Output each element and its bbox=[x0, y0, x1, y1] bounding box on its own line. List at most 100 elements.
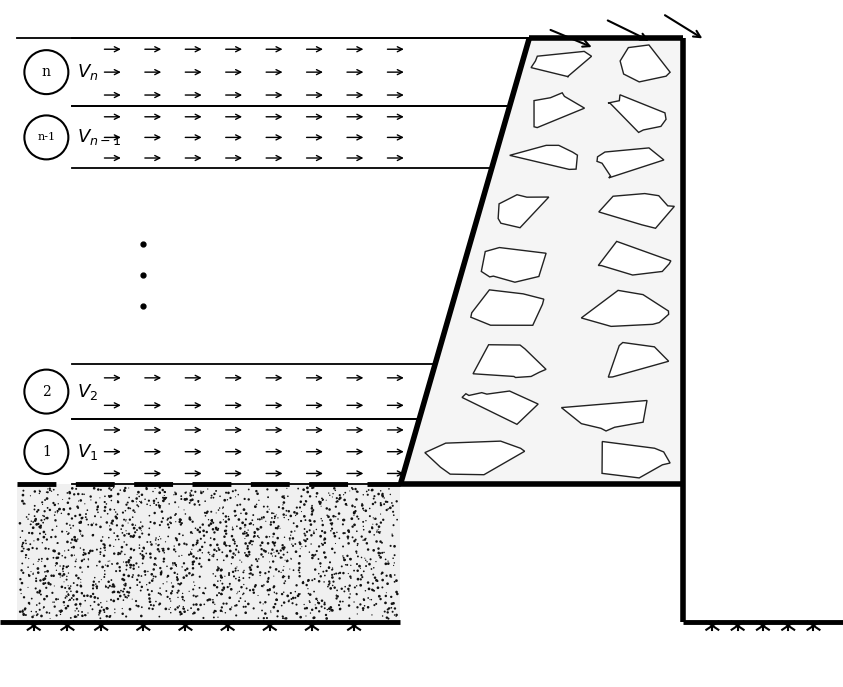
Point bbox=[138, 494, 152, 505]
Point bbox=[68, 605, 82, 616]
Point bbox=[330, 568, 343, 579]
Point bbox=[357, 600, 371, 611]
Point bbox=[86, 545, 99, 556]
Point bbox=[208, 605, 222, 616]
Point bbox=[160, 572, 174, 583]
Point bbox=[386, 530, 400, 541]
Point bbox=[120, 515, 133, 526]
Point bbox=[234, 593, 247, 604]
Point bbox=[47, 484, 61, 495]
Point bbox=[339, 559, 352, 570]
Point bbox=[346, 501, 359, 512]
Point bbox=[13, 584, 27, 595]
Point bbox=[126, 570, 140, 581]
Point bbox=[201, 547, 215, 558]
Point bbox=[327, 576, 341, 587]
Point bbox=[307, 528, 320, 539]
Point bbox=[105, 559, 119, 570]
Point bbox=[56, 550, 69, 561]
Point bbox=[251, 561, 265, 572]
Point bbox=[141, 499, 154, 510]
Point bbox=[256, 552, 270, 563]
Point bbox=[98, 539, 111, 550]
Point bbox=[92, 599, 105, 610]
Point bbox=[221, 540, 234, 551]
Point bbox=[271, 605, 285, 616]
Point bbox=[349, 534, 362, 545]
Point bbox=[137, 543, 151, 554]
Point bbox=[34, 520, 47, 531]
Point bbox=[255, 537, 269, 548]
Point bbox=[325, 602, 338, 613]
Point bbox=[64, 586, 78, 597]
Point bbox=[15, 558, 29, 569]
Point bbox=[204, 518, 217, 529]
Point bbox=[338, 554, 352, 565]
Point bbox=[147, 573, 160, 584]
Point bbox=[184, 547, 197, 558]
Point bbox=[190, 539, 203, 550]
Point bbox=[161, 570, 175, 581]
Point bbox=[17, 498, 30, 509]
Point bbox=[171, 602, 185, 613]
Point bbox=[249, 580, 262, 591]
Point bbox=[185, 548, 198, 559]
Point bbox=[261, 538, 275, 549]
Point bbox=[238, 521, 251, 532]
Point bbox=[38, 567, 51, 578]
Point bbox=[367, 513, 380, 523]
Point bbox=[120, 564, 133, 575]
Point bbox=[216, 606, 229, 617]
Point bbox=[175, 491, 188, 502]
Point bbox=[131, 580, 144, 591]
Point bbox=[159, 585, 173, 596]
Point bbox=[359, 533, 373, 544]
Point bbox=[14, 545, 28, 556]
Point bbox=[91, 501, 105, 512]
Point bbox=[304, 519, 318, 530]
Point bbox=[317, 566, 330, 577]
Point bbox=[105, 485, 118, 496]
Point bbox=[276, 589, 289, 600]
Point bbox=[179, 508, 192, 519]
Point bbox=[303, 607, 317, 618]
Point bbox=[110, 520, 124, 531]
Point bbox=[96, 539, 110, 550]
Point bbox=[51, 498, 65, 509]
Point bbox=[351, 511, 364, 522]
Point bbox=[115, 574, 129, 585]
Point bbox=[13, 574, 27, 585]
Point bbox=[267, 581, 281, 592]
Point bbox=[19, 609, 33, 620]
Point bbox=[347, 510, 361, 521]
Point bbox=[255, 513, 269, 524]
Point bbox=[19, 552, 32, 563]
Point bbox=[383, 603, 396, 614]
Point bbox=[103, 540, 116, 551]
Point bbox=[318, 527, 331, 538]
Point bbox=[182, 586, 196, 597]
Point bbox=[100, 602, 114, 613]
Point bbox=[253, 532, 266, 543]
Point bbox=[119, 578, 132, 589]
Point bbox=[42, 543, 56, 554]
Point bbox=[217, 555, 230, 566]
Point bbox=[45, 532, 58, 543]
Point bbox=[272, 566, 286, 577]
Point bbox=[320, 613, 334, 624]
Point bbox=[200, 526, 213, 537]
Point bbox=[318, 534, 331, 545]
Point bbox=[152, 534, 165, 545]
Point bbox=[325, 605, 338, 616]
Point bbox=[177, 558, 191, 569]
Point bbox=[226, 524, 239, 535]
Point bbox=[269, 598, 282, 609]
Point bbox=[158, 553, 171, 564]
Point bbox=[53, 561, 67, 572]
Point bbox=[351, 486, 364, 497]
Point bbox=[110, 509, 124, 520]
Point bbox=[226, 521, 239, 532]
Point bbox=[107, 541, 121, 552]
Point bbox=[315, 595, 329, 606]
Point bbox=[110, 530, 124, 541]
